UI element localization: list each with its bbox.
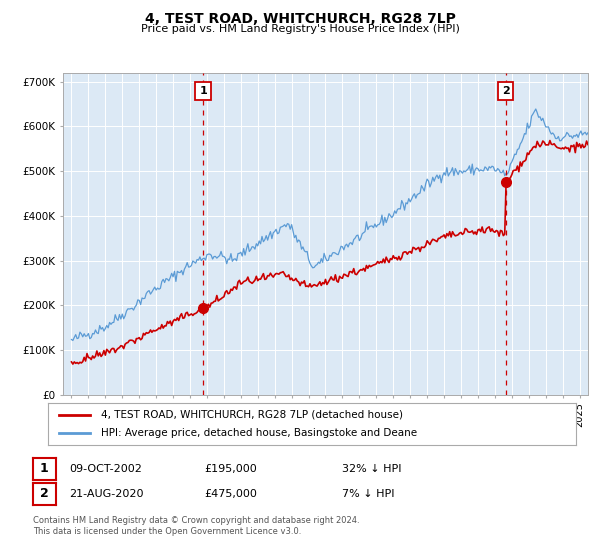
Text: 4, TEST ROAD, WHITCHURCH, RG28 7LP: 4, TEST ROAD, WHITCHURCH, RG28 7LP [145, 12, 455, 26]
Text: 32% ↓ HPI: 32% ↓ HPI [342, 464, 401, 474]
Text: 4, TEST ROAD, WHITCHURCH, RG28 7LP (detached house): 4, TEST ROAD, WHITCHURCH, RG28 7LP (deta… [101, 410, 403, 420]
Text: 2: 2 [40, 487, 49, 501]
Text: £475,000: £475,000 [204, 489, 257, 499]
Text: 7% ↓ HPI: 7% ↓ HPI [342, 489, 395, 499]
Text: Price paid vs. HM Land Registry's House Price Index (HPI): Price paid vs. HM Land Registry's House … [140, 24, 460, 34]
Text: Contains HM Land Registry data © Crown copyright and database right 2024.: Contains HM Land Registry data © Crown c… [33, 516, 359, 525]
Text: HPI: Average price, detached house, Basingstoke and Deane: HPI: Average price, detached house, Basi… [101, 428, 417, 438]
Text: 1: 1 [40, 462, 49, 475]
Text: This data is licensed under the Open Government Licence v3.0.: This data is licensed under the Open Gov… [33, 528, 301, 536]
Text: 2: 2 [502, 86, 509, 96]
Text: 09-OCT-2002: 09-OCT-2002 [69, 464, 142, 474]
Text: £195,000: £195,000 [204, 464, 257, 474]
Text: 21-AUG-2020: 21-AUG-2020 [69, 489, 143, 499]
Text: 1: 1 [199, 86, 207, 96]
